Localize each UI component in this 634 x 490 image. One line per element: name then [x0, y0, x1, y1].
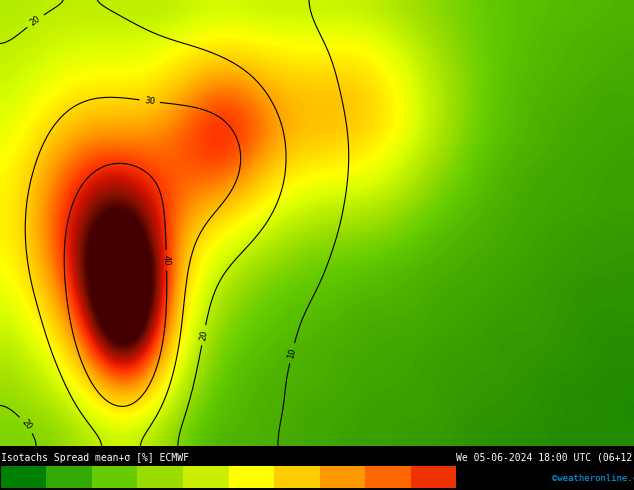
- FancyBboxPatch shape: [138, 466, 183, 488]
- FancyBboxPatch shape: [365, 466, 411, 488]
- FancyBboxPatch shape: [411, 466, 456, 488]
- Text: 20: 20: [198, 329, 209, 341]
- Text: 20: 20: [20, 418, 33, 432]
- Text: 40: 40: [162, 255, 171, 266]
- Text: ©weatheronline.co.uk: ©weatheronline.co.uk: [552, 474, 634, 483]
- FancyBboxPatch shape: [1, 466, 46, 488]
- FancyBboxPatch shape: [92, 466, 138, 488]
- Text: 20: 20: [29, 14, 42, 28]
- FancyBboxPatch shape: [183, 466, 228, 488]
- FancyBboxPatch shape: [228, 466, 274, 488]
- Text: We 05-06-2024 18:00 UTC (06+12): We 05-06-2024 18:00 UTC (06+12): [456, 453, 634, 463]
- FancyBboxPatch shape: [320, 466, 365, 488]
- FancyBboxPatch shape: [274, 466, 320, 488]
- Text: 30: 30: [144, 96, 155, 106]
- Text: Isotachs Spread mean+σ [%] ECMWF: Isotachs Spread mean+σ [%] ECMWF: [1, 453, 189, 463]
- FancyBboxPatch shape: [46, 466, 92, 488]
- Text: 10: 10: [287, 347, 298, 359]
